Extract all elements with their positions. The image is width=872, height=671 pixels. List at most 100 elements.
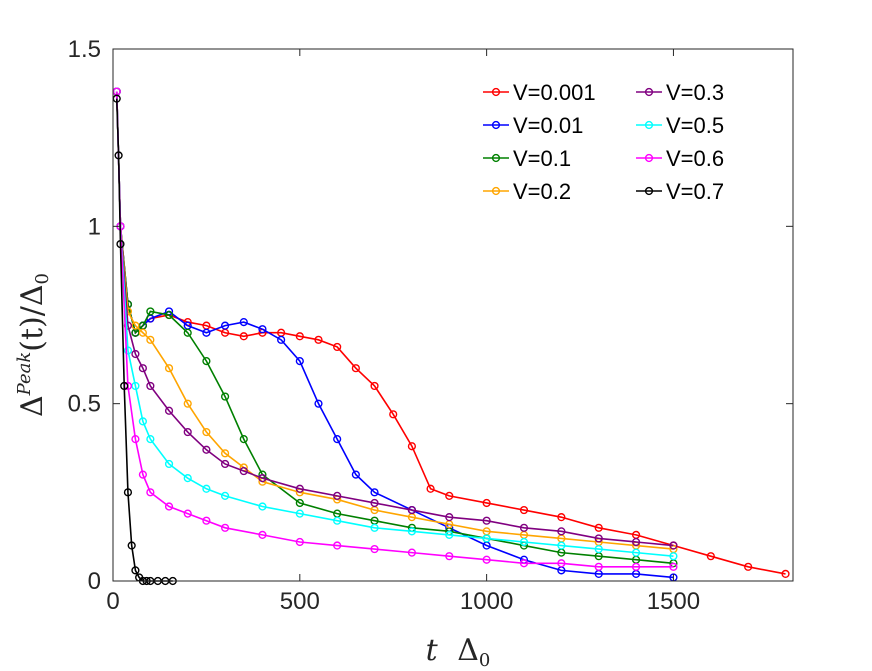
data-point <box>631 562 641 571</box>
y-axis-label-body: (t)/Δ <box>15 284 50 351</box>
legend-label: V=0.3 <box>666 80 724 105</box>
data-point <box>183 474 192 483</box>
data-point <box>258 530 267 539</box>
y-tick-label: 0.5 <box>68 391 101 418</box>
y-axis-label: ΔPeak(t)/Δ0 <box>14 273 53 417</box>
legend-marker <box>644 186 654 196</box>
data-point <box>183 328 192 337</box>
data-point <box>744 562 753 571</box>
data-point <box>295 332 304 341</box>
legend-label: V=0.01 <box>513 113 583 138</box>
data-point <box>482 534 491 543</box>
legend-label: V=0.7 <box>666 179 724 204</box>
data-point <box>123 488 133 497</box>
data-point <box>333 435 342 444</box>
data-point <box>220 392 230 401</box>
data-point <box>557 559 566 568</box>
data-point <box>706 552 715 561</box>
data-point <box>131 435 140 444</box>
data-point <box>333 491 342 500</box>
data-point <box>519 523 529 532</box>
data-point <box>164 502 174 511</box>
legend-entry: V=0.001 <box>483 80 596 105</box>
series-line <box>115 91 674 557</box>
legend-label: V=0.5 <box>666 113 724 138</box>
data-point <box>445 491 454 500</box>
legend-label: V=0.001 <box>513 80 596 105</box>
data-point <box>295 498 304 508</box>
legend-entry: V=0.5 <box>636 113 724 138</box>
legend-entry: V=0.2 <box>483 179 571 204</box>
data-point <box>389 410 398 419</box>
data-point <box>370 381 379 391</box>
data-point <box>183 399 192 408</box>
data-point <box>557 527 566 536</box>
legend: V=0.001 V=0.01 V=0.1 V=0.2 V=0.3 V=0.5 V=0.6 V=… <box>483 80 724 204</box>
data-point <box>631 537 641 547</box>
data-point <box>594 534 603 543</box>
legend-entry: V=0.1 <box>483 146 571 171</box>
data-point <box>482 516 491 525</box>
data-point <box>407 548 417 557</box>
data-point <box>202 427 211 437</box>
data-point <box>277 335 286 344</box>
data-point <box>164 310 174 320</box>
data-point <box>164 364 174 373</box>
legend-label: V=0.1 <box>513 146 571 171</box>
data-point <box>239 435 248 444</box>
data-point <box>131 566 140 575</box>
data-point <box>295 357 304 366</box>
data-point <box>594 523 603 532</box>
data-point <box>781 569 790 579</box>
data-point <box>594 544 603 554</box>
data-point <box>164 459 174 469</box>
legend-marker <box>491 120 501 130</box>
data-point <box>258 325 267 334</box>
x-axis-label-delta: Δ <box>457 633 479 668</box>
data-point <box>333 541 342 550</box>
data-point <box>146 488 155 497</box>
data-point <box>669 562 678 571</box>
x-axis-label-subscript: 0 <box>479 650 490 671</box>
x-tick-label: 500 <box>280 588 320 615</box>
data-point <box>131 349 140 359</box>
x-axis-label: t Δ0 <box>426 633 491 671</box>
legend-marker <box>644 120 654 130</box>
x-axis-label-t: t <box>426 633 439 668</box>
data-point <box>202 516 211 525</box>
data-point <box>120 381 129 391</box>
data-point <box>220 459 230 469</box>
data-point <box>669 552 678 561</box>
data-point <box>482 498 491 508</box>
data-point <box>202 328 211 337</box>
x-tick-label: 1500 <box>647 588 700 615</box>
data-point <box>370 544 379 554</box>
ticks: 0 500 1000 1500 0 0.5 1 1.5 <box>68 36 793 615</box>
legend-marker <box>491 186 501 196</box>
svg-text:ΔPeak(t)/Δ0: ΔPeak(t)/Δ0 <box>14 273 53 417</box>
data-point <box>557 513 566 522</box>
legend-marker <box>491 87 501 97</box>
data-point <box>407 505 417 515</box>
x-tick-label: 1000 <box>460 588 513 615</box>
legend-marker <box>644 153 654 163</box>
axes <box>112 48 794 582</box>
data-point <box>351 470 360 479</box>
data-point <box>445 530 454 539</box>
data-point <box>239 332 248 341</box>
legend-marker <box>644 87 654 97</box>
data-point <box>183 509 192 518</box>
legend-entry: V=0.01 <box>483 113 583 138</box>
series-line <box>115 91 674 547</box>
y-tick-label: 1 <box>88 213 101 240</box>
data-point <box>183 427 192 437</box>
data-point <box>519 505 529 515</box>
y-axis-label-superscript: Peak <box>14 352 35 397</box>
data-point <box>114 151 123 160</box>
data-point <box>239 317 248 327</box>
y-tick-label: 1.5 <box>68 36 101 63</box>
data-point <box>220 491 230 500</box>
data-point <box>445 552 454 561</box>
data-point <box>370 523 379 532</box>
